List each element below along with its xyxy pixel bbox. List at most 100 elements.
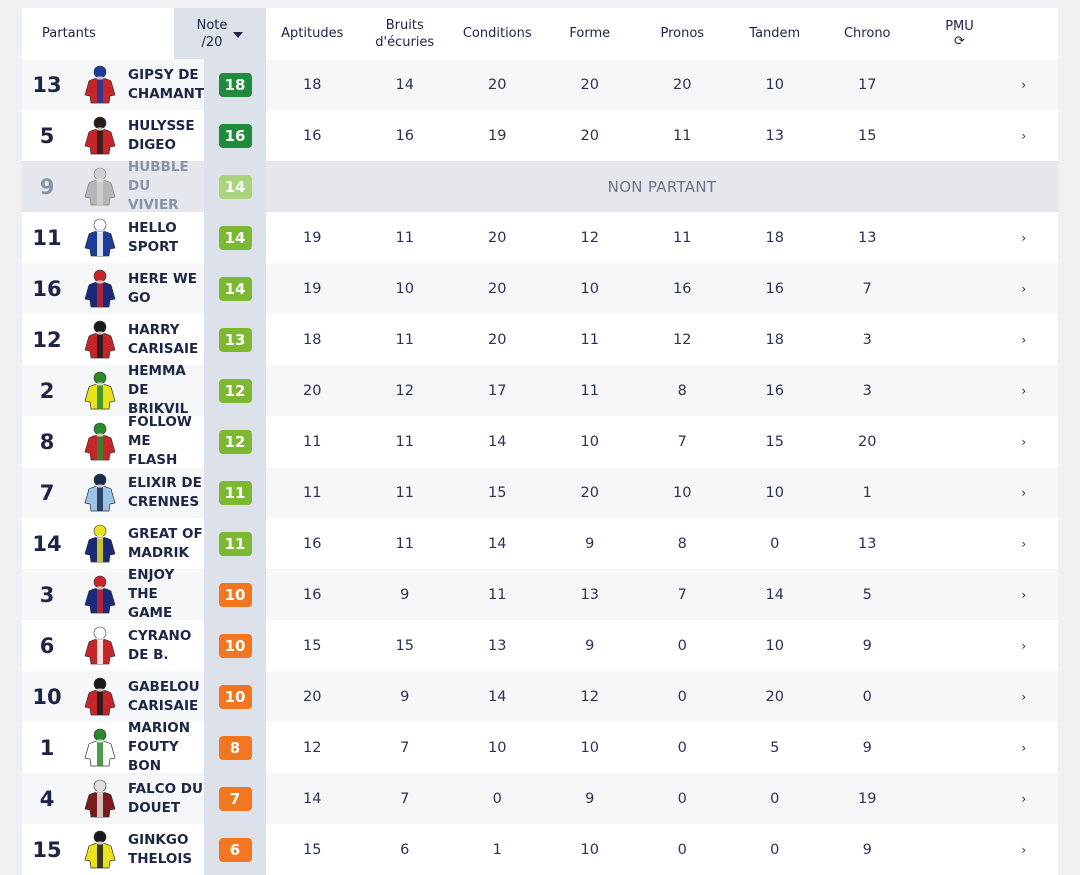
table-row[interactable]: 16 HERE WE GO 14 19 10 20 10 16 16 7 › <box>22 263 1058 314</box>
note-cell: 14 <box>204 161 266 212</box>
horse-number: 16 <box>32 276 62 301</box>
table-row[interactable]: 1 MARION FOUTY BON 8 12 7 10 10 0 5 9 › <box>22 720 1058 774</box>
chevron-right-icon[interactable]: › <box>1021 383 1027 398</box>
table-row[interactable]: 3 ENJOY THE GAME 10 16 9 11 13 7 14 5 › <box>22 567 1058 621</box>
cell-chrono: 3 <box>862 382 872 399</box>
horse-name[interactable]: GREAT OF MADRIK <box>128 525 203 561</box>
horse-name[interactable]: GABELOU CARISAIE <box>128 678 200 714</box>
horse-name[interactable]: HUBBLE DU VIVIER <box>128 159 189 213</box>
table-row[interactable]: 8 FOLLOW ME FLASH 12 11 11 14 10 7 15 20 › <box>22 414 1058 468</box>
note-cell: 14 <box>204 212 266 263</box>
horse-name[interactable]: HULYSSE DIGEO <box>128 117 195 153</box>
cell-aptitudes: 14 <box>303 790 322 807</box>
jockey-silk-icon <box>72 779 128 819</box>
horse-name[interactable]: ELIXIR DE CRENNES <box>128 474 202 510</box>
chevron-right-icon[interactable]: › <box>1021 485 1027 500</box>
note-badge: 16 <box>218 123 252 148</box>
horse-name[interactable]: GIPSY DE CHAMANT <box>128 66 205 102</box>
chevron-right-icon[interactable]: › <box>1021 638 1027 653</box>
cell-conditions: 11 <box>488 586 507 603</box>
chevron-right-icon[interactable]: › <box>1021 77 1027 92</box>
cell-aptitudes: 19 <box>303 280 322 297</box>
horse-name[interactable]: FOLLOW ME FLASH <box>128 414 192 468</box>
cell-pronos: 11 <box>673 127 692 144</box>
horse-number: 13 <box>32 72 62 97</box>
cell-pronos: 12 <box>673 331 692 348</box>
table-row[interactable]: 5 HULYSSE DIGEO 16 16 16 19 20 11 13 15 › <box>22 110 1058 161</box>
cell-bruits-ecuries: 7 <box>400 739 410 756</box>
chevron-right-icon[interactable]: › <box>1021 332 1027 347</box>
table-row[interactable]: 15 GINKGO THELOIS 6 15 6 1 10 0 0 9 › <box>22 824 1058 875</box>
cell-bruits-ecuries: 6 <box>400 841 410 858</box>
cell-tandem: 5 <box>770 739 780 756</box>
chevron-right-icon[interactable]: › <box>1021 128 1027 143</box>
note-badge: 14 <box>218 174 252 199</box>
horse-number: 3 <box>39 582 55 607</box>
note-cell: 12 <box>204 365 266 416</box>
cell-tandem: 18 <box>765 229 784 246</box>
horse-number: 1 <box>39 735 55 760</box>
horse-number: 2 <box>39 378 55 403</box>
note-cell: 7 <box>204 773 266 824</box>
horse-name[interactable]: HELLO SPORT <box>128 219 179 255</box>
table-row-non-partant[interactable]: 9 HUBBLE DU VIVIER 14 NON PARTANT <box>22 159 1058 213</box>
note-cell: 8 <box>204 722 266 773</box>
header-forme[interactable]: Forme <box>569 26 611 41</box>
cell-pronos: 0 <box>677 841 687 858</box>
horse-name[interactable]: HEMMA DE BRIKVIL <box>128 363 189 417</box>
note-cell: 14 <box>204 263 266 314</box>
note-badge: 8 <box>218 735 252 760</box>
chevron-right-icon[interactable]: › <box>1021 842 1027 857</box>
header-note-label: Note <box>196 17 228 33</box>
cell-aptitudes: 11 <box>303 484 322 501</box>
table-row[interactable]: 11 HELLO SPORT 14 19 11 20 12 11 18 13 › <box>22 212 1058 263</box>
horse-name[interactable]: CYRANO DE B. <box>128 627 192 663</box>
cell-conditions: 19 <box>488 127 507 144</box>
table-row[interactable]: 2 HEMMA DE BRIKVIL 12 20 12 17 11 8 16 3 › <box>22 363 1058 417</box>
cell-bruits-ecuries: 11 <box>395 331 414 348</box>
cell-tandem: 10 <box>765 637 784 654</box>
chevron-right-icon[interactable]: › <box>1021 434 1027 449</box>
chevron-right-icon[interactable]: › <box>1021 791 1027 806</box>
cell-forme: 13 <box>580 586 599 603</box>
sort-caret-icon[interactable] <box>233 31 244 38</box>
table-row[interactable]: 14 GREAT OF MADRIK 11 16 11 14 9 8 0 13 › <box>22 518 1058 569</box>
chevron-right-icon[interactable]: › <box>1021 740 1027 755</box>
note-cell: 6 <box>204 824 266 875</box>
header-note-sort[interactable]: Note /20 <box>174 8 266 59</box>
chevron-right-icon[interactable]: › <box>1021 536 1027 551</box>
chevron-right-icon[interactable]: › <box>1021 281 1027 296</box>
header-conditions[interactable]: Conditions <box>462 26 532 41</box>
horse-name[interactable]: ENJOY THE GAME <box>128 567 175 621</box>
header-aptitudes[interactable]: Aptitudes <box>281 26 344 41</box>
horse-name[interactable]: MARION FOUTY BON <box>128 720 191 774</box>
header-pmu[interactable]: PMU ⟳ <box>914 18 1006 49</box>
table-row[interactable]: 10 GABELOU CARISAIE 10 20 9 14 12 0 20 0 › <box>22 671 1058 722</box>
horse-name[interactable]: HARRY CARISAIE <box>128 321 199 357</box>
cell-chrono: 13 <box>858 229 877 246</box>
cell-aptitudes: 16 <box>303 535 322 552</box>
chevron-right-icon[interactable]: › <box>1021 689 1027 704</box>
table-row[interactable]: 6 CYRANO DE B. 10 15 15 13 9 0 10 9 › <box>22 620 1058 671</box>
refresh-icon[interactable]: ⟳ <box>954 34 965 49</box>
cell-pronos: 7 <box>677 433 687 450</box>
cell-conditions: 14 <box>488 433 507 450</box>
horse-name[interactable]: HERE WE GO <box>128 270 197 306</box>
table-row[interactable]: 4 FALCO DU DOUET 7 14 7 0 9 0 0 19 › <box>22 773 1058 824</box>
table-row[interactable]: 13 GIPSY DE CHAMANT 18 18 14 20 20 20 10 17 › <box>22 59 1058 110</box>
header-tandem[interactable]: Tandem <box>749 26 801 41</box>
chevron-right-icon[interactable]: › <box>1021 230 1027 245</box>
table-row[interactable]: 7 ELIXIR DE CRENNES 11 11 11 15 20 10 10 1 › <box>22 467 1058 518</box>
horse-name[interactable]: FALCO DU DOUET <box>128 780 203 816</box>
horse-name[interactable]: GINKGO THELOIS <box>128 831 193 867</box>
table-row[interactable]: 12 HARRY CARISAIE 13 18 11 20 11 12 18 3 › <box>22 314 1058 365</box>
chevron-right-icon[interactable]: › <box>1021 587 1027 602</box>
header-pronos[interactable]: Pronos <box>660 26 705 41</box>
header-chrono[interactable]: Chrono <box>843 26 891 41</box>
header-bruits-ecuries[interactable]: Bruits d'écuries <box>375 17 435 50</box>
cell-aptitudes: 19 <box>303 229 322 246</box>
cell-pronos: 20 <box>673 76 692 93</box>
note-cell: 10 <box>204 569 266 620</box>
jockey-silk-icon <box>72 269 128 309</box>
cell-pronos: 0 <box>677 790 687 807</box>
